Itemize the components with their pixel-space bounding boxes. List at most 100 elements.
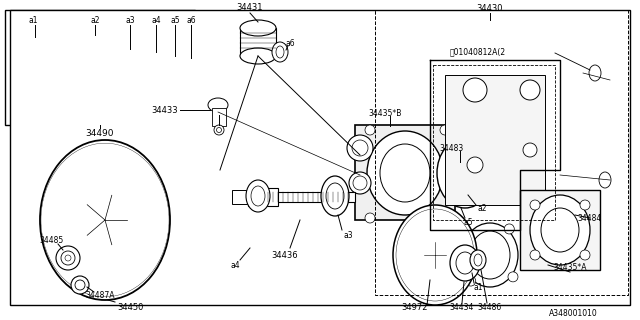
Circle shape (349, 172, 371, 194)
Text: 34433: 34433 (152, 106, 178, 115)
Ellipse shape (126, 60, 134, 74)
Text: 34487A: 34487A (85, 291, 115, 300)
Text: a2: a2 (90, 15, 100, 25)
Ellipse shape (396, 209, 474, 301)
Text: 34450: 34450 (117, 303, 143, 313)
Ellipse shape (470, 231, 510, 279)
Circle shape (24, 82, 34, 92)
Text: 34490: 34490 (86, 129, 115, 138)
Ellipse shape (208, 98, 228, 112)
Bar (265, 192, 355, 202)
Text: 34485: 34485 (40, 236, 64, 244)
Circle shape (353, 176, 367, 190)
Ellipse shape (450, 245, 480, 281)
Ellipse shape (186, 58, 196, 76)
Circle shape (24, 38, 34, 48)
Circle shape (365, 213, 375, 223)
Ellipse shape (146, 52, 166, 82)
Ellipse shape (530, 195, 590, 265)
Ellipse shape (393, 205, 477, 305)
Ellipse shape (272, 42, 288, 62)
Circle shape (440, 125, 450, 135)
Ellipse shape (599, 172, 611, 188)
Circle shape (45, 72, 55, 82)
Text: ⒵01040812A(2: ⒵01040812A(2 (450, 47, 506, 57)
Ellipse shape (150, 57, 162, 77)
Bar (232, 190, 254, 204)
Ellipse shape (171, 60, 179, 74)
Text: a6: a6 (186, 15, 196, 25)
Circle shape (352, 140, 368, 156)
Circle shape (48, 75, 52, 79)
Ellipse shape (541, 208, 579, 252)
Circle shape (48, 51, 52, 56)
Text: 34434: 34434 (450, 303, 474, 313)
Text: 34431: 34431 (237, 3, 263, 12)
Text: a3: a3 (125, 15, 135, 25)
Text: 34435*B: 34435*B (368, 108, 402, 117)
Ellipse shape (80, 190, 130, 250)
Ellipse shape (20, 44, 51, 86)
Ellipse shape (240, 48, 276, 64)
Ellipse shape (470, 250, 486, 270)
Circle shape (508, 272, 518, 282)
Ellipse shape (367, 131, 443, 215)
Ellipse shape (474, 254, 482, 266)
Circle shape (65, 255, 71, 261)
Bar (240, 28, 276, 56)
Text: a4: a4 (151, 15, 161, 25)
Text: a5: a5 (170, 15, 180, 25)
Text: a2: a2 (477, 204, 487, 212)
Ellipse shape (168, 56, 182, 78)
Circle shape (523, 143, 537, 157)
Ellipse shape (189, 62, 193, 72)
Text: 34972: 34972 (402, 303, 428, 313)
Ellipse shape (402, 216, 468, 294)
Ellipse shape (84, 41, 106, 93)
Circle shape (45, 48, 55, 58)
Text: a3: a3 (343, 230, 353, 239)
Ellipse shape (118, 49, 142, 85)
Ellipse shape (276, 46, 284, 58)
Text: 34483: 34483 (440, 143, 464, 153)
Ellipse shape (380, 144, 430, 202)
Bar (355, 125, 455, 220)
Ellipse shape (24, 50, 46, 80)
Ellipse shape (251, 186, 265, 206)
Ellipse shape (437, 138, 493, 208)
Ellipse shape (246, 180, 270, 212)
Ellipse shape (43, 146, 167, 294)
Circle shape (75, 280, 85, 290)
Ellipse shape (589, 65, 601, 81)
Circle shape (71, 276, 89, 294)
Bar (248, 188, 278, 206)
Ellipse shape (399, 212, 471, 298)
Ellipse shape (41, 143, 169, 297)
Ellipse shape (55, 160, 155, 280)
Circle shape (530, 250, 540, 260)
Circle shape (580, 250, 590, 260)
Ellipse shape (122, 54, 138, 80)
Circle shape (61, 251, 75, 265)
Circle shape (530, 200, 540, 210)
Ellipse shape (462, 223, 518, 287)
Ellipse shape (456, 252, 474, 274)
Circle shape (26, 40, 31, 45)
Ellipse shape (422, 240, 448, 270)
Bar (520, 190, 600, 270)
Ellipse shape (326, 183, 344, 209)
Bar (212, 108, 226, 126)
Ellipse shape (79, 35, 111, 99)
Ellipse shape (405, 220, 465, 291)
Text: a1: a1 (473, 283, 483, 292)
Ellipse shape (447, 151, 483, 195)
Circle shape (504, 224, 515, 234)
Text: 34430: 34430 (477, 4, 503, 12)
Circle shape (365, 125, 375, 135)
Circle shape (440, 213, 450, 223)
Text: 34484: 34484 (578, 213, 602, 222)
Ellipse shape (45, 148, 165, 292)
Text: a4: a4 (230, 260, 240, 269)
Circle shape (56, 246, 80, 270)
Ellipse shape (321, 176, 349, 216)
